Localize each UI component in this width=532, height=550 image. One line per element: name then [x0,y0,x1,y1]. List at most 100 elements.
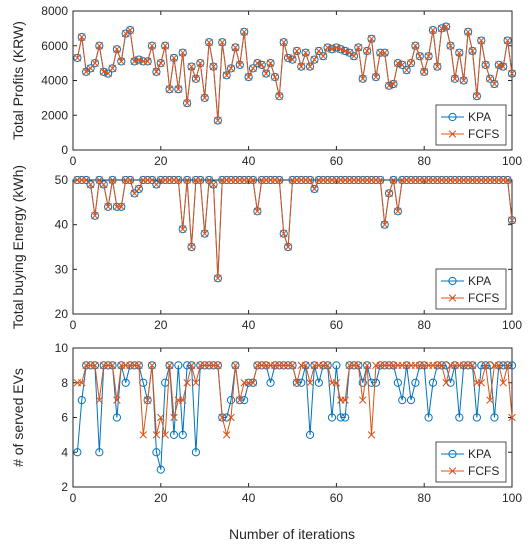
data-point-kpa [187,361,196,370]
data-point-kpa [183,361,192,370]
data-point-kpa [297,378,306,387]
data-point-kpa [349,52,359,61]
data-point-kpa [499,62,508,71]
data-point-kpa [424,52,433,61]
data-point-kpa [389,175,398,185]
data-point-kpa [95,41,104,50]
data-point-fcfs [148,361,156,370]
data-point-fcfs [266,59,275,67]
data-point-fcfs [394,59,402,67]
data-point-kpa [297,62,306,71]
legend-box [435,268,507,310]
data-point-fcfs [249,378,257,387]
data-point-fcfs [503,361,512,370]
data-point-fcfs [310,185,319,193]
data-point-fcfs [275,92,284,100]
data-point-kpa [292,46,301,56]
data-point-fcfs [126,176,134,184]
data-point-fcfs [477,36,486,45]
data-point-kpa [499,361,508,370]
data-point-kpa [73,53,82,63]
data-point-kpa [402,65,411,75]
data-point-kpa [472,413,481,422]
y-axis-label: Total buying Energy (kWh) [10,165,26,329]
data-point-kpa [178,430,187,439]
data-point-fcfs [86,64,95,73]
data-point-fcfs [429,26,437,34]
legend-marker-kpa [448,449,457,459]
data-point-fcfs [451,75,459,83]
legend-label-kpa: KPA [468,274,491,288]
data-point-kpa [86,64,95,73]
data-point-kpa [108,175,117,185]
data-point-fcfs [200,229,209,238]
data-point-fcfs [275,176,284,184]
data-point-kpa [301,48,310,57]
x-tick-label: 60 [330,318,344,332]
data-point-kpa [411,41,420,50]
data-point-kpa [406,396,416,405]
data-point-fcfs [354,361,363,370]
data-point-fcfs [205,38,213,47]
data-point-fcfs [508,69,516,78]
data-point-fcfs [183,176,191,184]
data-point-kpa [266,378,275,387]
legend: KPA FCFS [435,268,507,310]
y-axis-label: # of served EVs [10,368,26,467]
data-point-kpa [288,55,297,64]
data-point-fcfs [332,43,341,52]
data-point-kpa [490,79,499,89]
data-point-fcfs [135,55,143,64]
data-point-fcfs [473,92,481,100]
data-point-fcfs [187,361,196,370]
data-point-fcfs [394,207,402,216]
data-point-fcfs [104,203,112,211]
data-point-kpa [327,45,337,54]
data-point-fcfs [218,413,227,422]
data-point-kpa [112,413,122,422]
x-tick-label: 100 [502,154,522,168]
data-point-fcfs [196,176,205,184]
data-point-fcfs [135,185,143,193]
y-tick-label: 6000 [41,39,68,53]
data-point-kpa [384,189,394,198]
data-point-fcfs [341,47,349,55]
legend-box [435,441,507,483]
data-point-fcfs [99,68,108,76]
data-point-fcfs [380,48,389,57]
data-point-kpa [305,430,315,439]
data-point-fcfs [464,28,472,36]
data-point-fcfs [293,47,301,55]
data-point-fcfs [420,68,428,76]
data-point-kpa [393,59,402,68]
data-point-fcfs [170,413,178,422]
data-point-kpa [262,69,271,78]
data-point-kpa [481,60,490,69]
data-point-kpa [284,53,293,63]
data-point-fcfs [495,361,503,370]
data-point-fcfs [143,396,152,404]
data-point-fcfs [227,413,235,422]
data-point-fcfs [78,378,86,387]
data-point-fcfs [288,361,297,370]
y-tick-label: 2000 [41,108,68,122]
data-point-kpa [191,448,201,457]
data-point-fcfs [367,431,376,439]
data-point-kpa [253,59,262,68]
data-point-fcfs [367,35,376,43]
x-tick-label: 20 [154,491,168,505]
data-point-fcfs [301,48,310,57]
legend-label-fcfs: FCFS [468,291,499,305]
x-tick-label: 60 [330,154,344,168]
data-point-kpa [420,67,429,76]
data-point-fcfs [117,57,126,66]
legend-label-kpa: KPA [468,447,491,461]
x-tick-label: 80 [418,318,432,332]
data-point-fcfs [244,73,253,81]
data-point-fcfs [170,54,178,62]
data-point-kpa [73,448,82,457]
data-point-fcfs [86,180,95,189]
x-tick-label: 80 [418,154,432,168]
data-point-fcfs [253,207,262,216]
